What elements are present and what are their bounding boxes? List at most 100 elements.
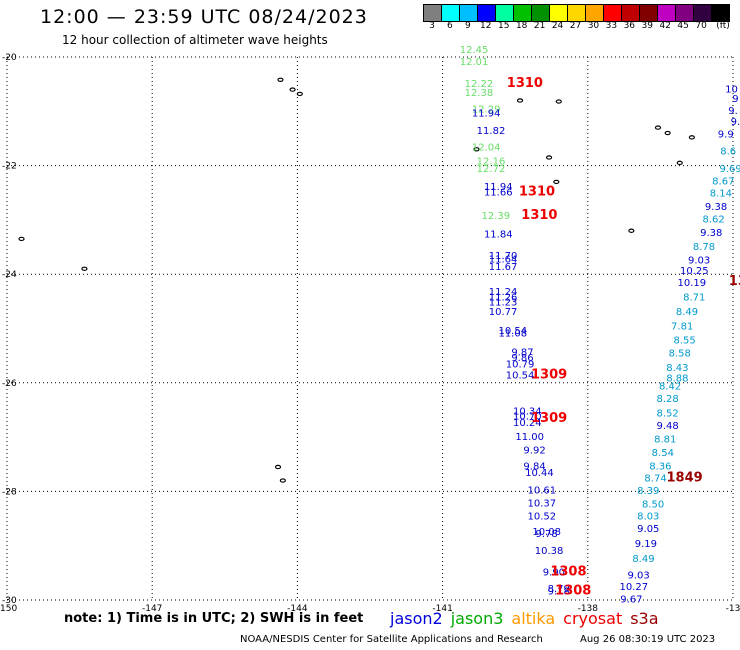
colorbar-swatch	[586, 5, 604, 21]
island-outline	[676, 160, 683, 166]
colorbar-label: 15	[498, 21, 510, 31]
colorbar-swatch	[622, 5, 640, 21]
swh-reading: 9.9	[718, 129, 734, 140]
swh-reading: 9.05	[637, 524, 659, 535]
swh-reading: 9.03	[627, 570, 649, 581]
swh-reading: 8.03	[637, 512, 659, 523]
swh-reading: 8.36	[649, 462, 671, 473]
units-note: note: 1) Time is in UTC; 2) SWH is in fe…	[64, 611, 364, 626]
swh-reading: 8.67	[712, 177, 734, 188]
swh-reading: 8.42	[659, 381, 681, 392]
track-id-label: 1308	[555, 584, 591, 599]
swh-reading: 10.52	[527, 512, 556, 523]
swh-reading: 11.24	[489, 287, 518, 298]
swh-reading: 10	[725, 84, 738, 95]
track-id-label: 1309	[531, 411, 567, 426]
colorbar-label: 24	[551, 21, 564, 31]
swh-reading: 9.	[731, 117, 740, 128]
lat-tick-label: -26	[2, 379, 17, 389]
swh-reading: 12.04	[472, 142, 501, 153]
swh-reading: 11.67	[489, 262, 518, 273]
swh-reading: 10.37	[527, 499, 556, 510]
swh-reading: 11.08	[498, 329, 527, 340]
swh-reading: 8.49	[632, 554, 654, 565]
swh-reading: 10.70	[513, 412, 542, 423]
swh-reading: 9.92	[523, 445, 545, 456]
swh-reading: 8.88	[666, 374, 688, 385]
swh-reading: 9.48	[657, 421, 679, 432]
colorbar-label: 21	[533, 21, 546, 31]
swh-reading: 9.18	[548, 587, 570, 598]
track-id-label: 1310	[521, 208, 557, 223]
swh-reading: 10.77	[489, 307, 518, 318]
swh-reading: 11.94	[484, 182, 513, 193]
swh-reading: 7.81	[671, 322, 693, 333]
swh-reading: 9.87	[511, 348, 533, 359]
credit-line: NOAA/NESDIS Center for Satellite Applica…	[240, 634, 543, 645]
track-id-label: 1310	[519, 184, 555, 199]
swh-reading: 9.69	[719, 164, 740, 175]
swh-reading: 10.08	[532, 527, 561, 538]
colorbar-label: 36	[623, 21, 636, 31]
swh-reading: 12.22	[465, 79, 494, 90]
swh-reading: 9.78	[536, 529, 558, 540]
swh-reading: 10.34	[513, 406, 542, 417]
track-id-label: 1308	[550, 565, 586, 580]
colorbar-label: 39	[641, 21, 653, 31]
lon-tick-label: -13	[726, 604, 740, 614]
colorbar-swatch	[694, 5, 712, 21]
swh-reading: 8.58	[669, 349, 691, 360]
island-outline	[296, 91, 303, 97]
swh-reading: 11.00	[515, 432, 544, 443]
swh-reading: 8.39	[637, 486, 659, 497]
swh-reading: 12.16	[477, 157, 506, 168]
island-outline	[553, 179, 560, 185]
swh-reading: 9.19	[635, 539, 657, 550]
swh-reading: 12.72	[477, 164, 506, 175]
colorbar-label: 9	[464, 21, 471, 31]
island-outline	[274, 464, 282, 470]
swh-reading: 10.38	[535, 546, 564, 557]
wave-height-colorbar	[423, 4, 730, 22]
island-outline	[555, 99, 562, 104]
island-outline	[18, 236, 25, 242]
swh-reading: 9.90	[543, 568, 565, 579]
swh-reading: 8.62	[703, 215, 725, 226]
track-id-label: 13	[729, 274, 740, 289]
colorbar-swatch	[514, 5, 532, 21]
island-outline	[688, 135, 695, 140]
mission-legend-jason2: jason2	[390, 609, 443, 628]
mission-legend-cryosat: cryosat	[563, 609, 623, 628]
swh-reading: 10.19	[678, 278, 707, 289]
swh-reading: 9.	[728, 106, 738, 117]
colorbar-label: (ft)	[716, 21, 730, 31]
colorbar-labels: 3 6 9 12 15 18 21 24 27 30 33 36 39 42 45 70 (ft)	[423, 21, 731, 35]
lat-tick-label: -30	[2, 596, 17, 606]
colorbar-swatch	[442, 5, 460, 21]
swh-reading: 10.24	[513, 418, 542, 429]
lon-tick-label: -141	[432, 604, 452, 614]
colorbar-swatch	[496, 5, 514, 21]
swh-reading: 11.23	[489, 298, 518, 309]
colorbar-swatch	[712, 5, 729, 21]
swh-reading: 8.78	[693, 242, 715, 253]
swh-reading: 8.43	[666, 363, 688, 374]
swh-reading: 9.67	[620, 595, 642, 606]
colorbar-swatch	[604, 5, 622, 21]
track-id-label: 1309	[531, 367, 567, 382]
swh-reading: 12.39	[482, 211, 511, 222]
colorbar-label: 30	[587, 21, 600, 31]
swh-reading: 8.55	[673, 336, 695, 347]
colorbar-swatch	[424, 5, 442, 21]
swh-reading: 11.64	[489, 254, 518, 265]
colorbar-swatch	[568, 5, 586, 21]
page-subtitle: 12 hour collection of altimeter wave hei…	[62, 33, 328, 47]
lon-tick-label: -144	[287, 604, 308, 614]
island-outline	[277, 77, 284, 83]
colorbar-swatch	[676, 5, 694, 21]
island-outline	[516, 98, 524, 103]
colorbar-label: 18	[515, 21, 528, 31]
island-outline	[473, 147, 480, 152]
swh-reading: 8.71	[683, 292, 705, 303]
